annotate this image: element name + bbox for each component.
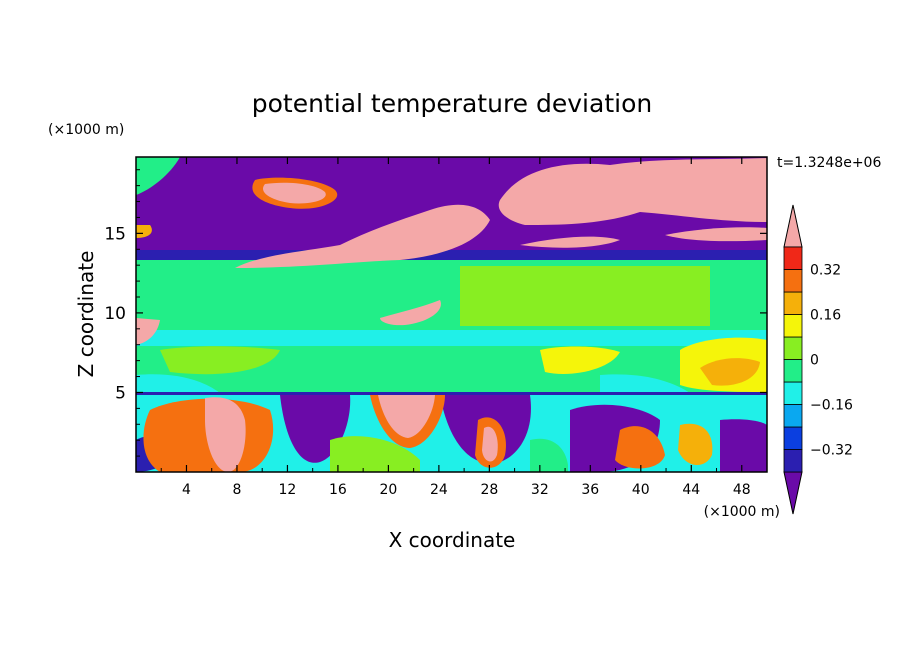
x-tick-label: 36 [581, 482, 599, 498]
colorbar-box [783, 381, 803, 405]
upper-left-edge [136, 157, 180, 195]
y-axis-label: Z coordinate [74, 251, 98, 378]
middle-layer-green [460, 266, 710, 326]
upper-blob-2 [498, 158, 767, 225]
upper-blob-4 [520, 236, 620, 248]
x-tick-label: 44 [682, 482, 700, 498]
x-tick-label: 48 [733, 482, 751, 498]
colorbar-over-triangle [783, 204, 803, 248]
cyan-strip [136, 330, 767, 348]
mid-green-left [160, 346, 280, 375]
colorbar-box [783, 314, 803, 338]
x-tick-label: 8 [232, 482, 241, 498]
x-tick-label: 12 [279, 482, 297, 498]
lower-green-2 [530, 438, 568, 472]
colorbar-label: 0 [810, 353, 819, 369]
x-tick-label: 20 [379, 482, 397, 498]
chart-title: potential temperature deviation [252, 89, 652, 118]
level-line-5 [136, 392, 767, 395]
y-axis-ticks: 5 10 15 [104, 169, 767, 457]
y-tick-label: 5 [115, 383, 126, 403]
x-tick-label: 4 [182, 482, 191, 498]
contour-field [136, 157, 767, 472]
x-tick-label: 24 [430, 482, 448, 498]
upper-blob-3 [235, 204, 490, 268]
colorbar-box [783, 359, 803, 383]
lower-pos-1-core [205, 397, 246, 472]
colorbar-label: 0.32 [810, 263, 841, 279]
mid-cyan-right [600, 374, 690, 393]
mid-cyan-left [136, 374, 220, 393]
colorbar-box [783, 449, 803, 473]
colorbar-box [783, 404, 803, 428]
colorbar-box [783, 336, 803, 360]
x-tick-label: 28 [480, 482, 498, 498]
colorbar-under-triangle [783, 471, 803, 515]
time-label: t=1.3248e+06 [777, 155, 881, 171]
x-axis-label: X coordinate [389, 528, 516, 552]
x-axis-ticks: 4 8 12 16 20 24 28 32 36 40 44 48 [160, 157, 751, 498]
y-tick-label: 10 [104, 304, 126, 324]
colorbar-box [783, 426, 803, 450]
upper-left-edge-2 [136, 225, 152, 238]
plot-frame [135, 156, 768, 473]
colorbar-label: −0.32 [810, 443, 853, 459]
lower-pos-5 [678, 423, 713, 466]
lower-pos-2-core [378, 395, 435, 438]
mid-blob-left [136, 318, 160, 345]
upper-blob-1-core [262, 182, 326, 204]
colorbar-box [783, 246, 803, 270]
colorbar-box [783, 291, 803, 315]
y-unit-label: (×1000 m) [48, 122, 124, 138]
mid-yellow-2 [540, 346, 620, 374]
x-tick-label: 16 [329, 482, 347, 498]
x-tick-label: 32 [531, 482, 549, 498]
mid-right-orange [700, 358, 760, 386]
lower-pos-4 [615, 426, 665, 469]
lower-green-1 [330, 436, 420, 472]
upper-blob-5 [665, 227, 767, 242]
y-tick-label: 15 [104, 224, 126, 244]
colorbar: 0.32 0.16 0 −0.16 −0.32 [783, 204, 853, 515]
lower-pos-3-core [482, 426, 498, 462]
x-tick-label: 40 [632, 482, 650, 498]
colorbar-box [783, 269, 803, 293]
x-unit-label: (×1000 m) [704, 504, 780, 520]
colorbar-label: 0.16 [810, 308, 841, 324]
lower-neg-4 [720, 419, 767, 472]
mid-blob-1 [380, 300, 441, 326]
colorbar-label: −0.16 [810, 398, 853, 414]
